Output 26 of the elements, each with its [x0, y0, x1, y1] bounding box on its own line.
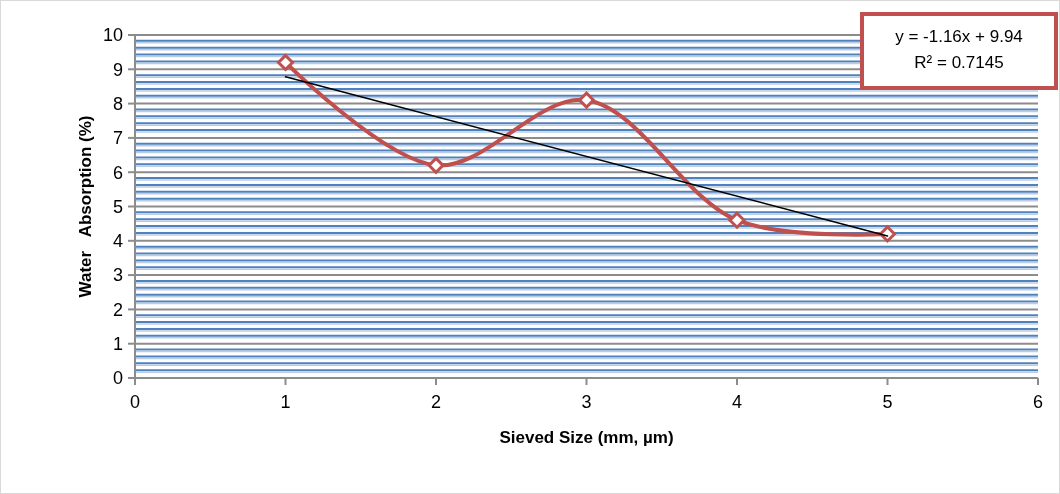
annotation: y = -1.16x + 9.94 [895, 27, 1023, 46]
y-tick-label: 1 [112, 334, 123, 354]
y-tick-label: 8 [112, 93, 123, 114]
x-tick-label: 3 [581, 392, 592, 412]
x-tick-label: 6 [1032, 392, 1044, 412]
x-axis-title: Sieved Size (mm, µm) [499, 428, 674, 447]
x-tick-label: 4 [731, 392, 743, 412]
x-tick-label: 5 [882, 392, 893, 412]
y-tick-label: 9 [112, 59, 123, 80]
y-tick-label: 7 [112, 128, 123, 149]
y-tick-label: 6 [112, 162, 123, 183]
point [427, 156, 445, 174]
point [277, 53, 294, 71]
y-tick-label: 0 [112, 368, 123, 389]
y-tick-label: 10 [102, 25, 123, 46]
y-tick-label: 4 [112, 231, 123, 252]
x-tick-label: 1 [280, 392, 291, 412]
y-axis-title: Water Absorption (%) [76, 115, 95, 298]
point [728, 211, 746, 229]
y-tick-label: 3 [112, 265, 123, 286]
point [578, 91, 595, 109]
y-tick-label: 2 [112, 299, 123, 320]
y-tick-label: 5 [112, 196, 123, 217]
x-tick-label: 0 [129, 392, 141, 412]
annotation: R² = 0.7145 [914, 53, 1004, 72]
x-tick-label: 2 [430, 392, 442, 412]
